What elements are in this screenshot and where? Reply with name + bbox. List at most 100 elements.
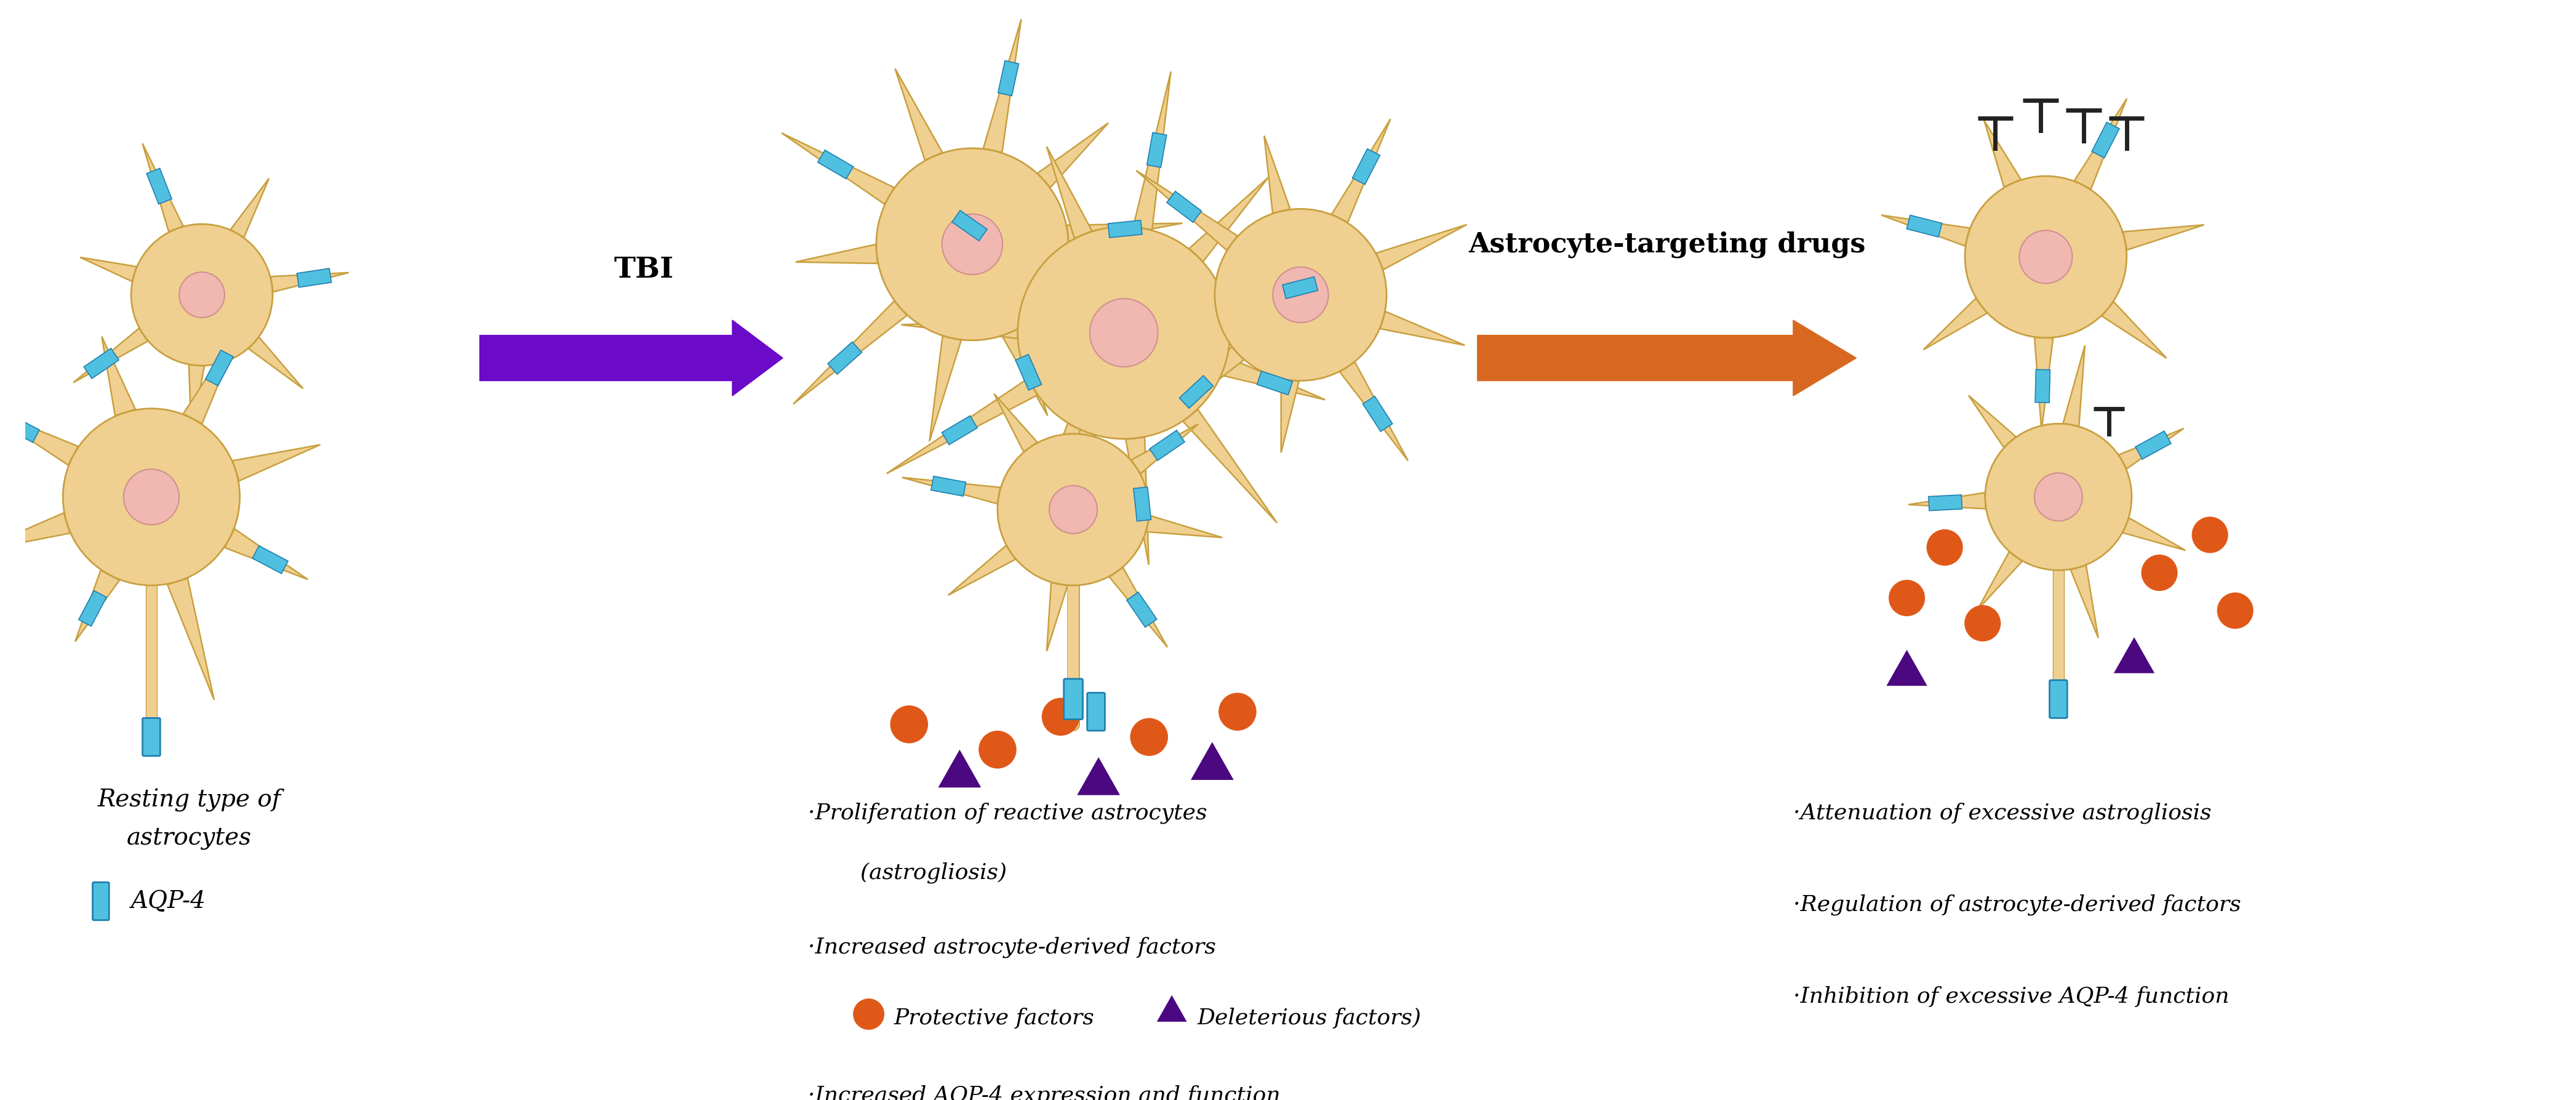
Polygon shape [167, 579, 214, 700]
Polygon shape [1126, 592, 1157, 627]
Polygon shape [100, 337, 137, 416]
Polygon shape [1180, 375, 1213, 408]
Polygon shape [1182, 409, 1278, 522]
Polygon shape [1002, 328, 1048, 416]
Polygon shape [1162, 346, 1244, 424]
Polygon shape [886, 378, 1038, 473]
Polygon shape [1363, 396, 1394, 431]
Polygon shape [1149, 430, 1185, 461]
Text: Protective factors: Protective factors [894, 1008, 1108, 1028]
Polygon shape [994, 394, 1038, 452]
Polygon shape [1190, 743, 1234, 780]
Circle shape [1273, 267, 1329, 322]
Text: astrocytes: astrocytes [126, 827, 252, 849]
Polygon shape [1133, 487, 1151, 521]
Circle shape [1965, 176, 2128, 338]
Polygon shape [224, 529, 307, 580]
Polygon shape [1929, 495, 1963, 510]
Polygon shape [2123, 518, 2184, 550]
Text: Astrocyte-targeting drugs: Astrocyte-targeting drugs [1468, 231, 1865, 257]
Circle shape [876, 148, 1069, 340]
Circle shape [124, 470, 180, 525]
FancyBboxPatch shape [93, 882, 108, 921]
Text: (astrogliosis): (astrogliosis) [845, 862, 1007, 883]
Text: ·Proliferation of reactive astrocytes: ·Proliferation of reactive astrocytes [809, 802, 1208, 824]
Polygon shape [75, 570, 118, 641]
Polygon shape [3, 415, 39, 442]
Circle shape [1888, 580, 1924, 616]
Polygon shape [2102, 301, 2166, 359]
Polygon shape [1108, 220, 1141, 238]
Polygon shape [1157, 996, 1188, 1022]
Polygon shape [2092, 122, 2120, 158]
Text: ·Inhibition of excessive AQP-4 function: ·Inhibition of excessive AQP-4 function [1793, 987, 2228, 1008]
Polygon shape [1133, 72, 1172, 230]
Polygon shape [984, 19, 1020, 153]
Circle shape [1018, 227, 1229, 439]
Polygon shape [1924, 298, 1986, 350]
Polygon shape [1376, 224, 1466, 270]
Polygon shape [206, 350, 234, 386]
Text: ·Increased astrocyte-derived factors: ·Increased astrocyte-derived factors [809, 936, 1216, 958]
Polygon shape [1030, 424, 1084, 518]
Polygon shape [1110, 568, 1167, 647]
Polygon shape [1280, 380, 1298, 452]
Polygon shape [80, 257, 137, 282]
Polygon shape [2120, 429, 2184, 469]
Circle shape [62, 408, 240, 585]
Circle shape [2218, 593, 2254, 629]
Circle shape [2192, 517, 2228, 553]
Polygon shape [270, 273, 348, 292]
Polygon shape [188, 365, 204, 436]
FancyBboxPatch shape [142, 718, 160, 756]
Polygon shape [914, 187, 1043, 280]
Circle shape [1131, 718, 1167, 756]
Polygon shape [2115, 637, 2154, 673]
Circle shape [1090, 298, 1159, 366]
Polygon shape [247, 338, 304, 388]
Polygon shape [1909, 493, 1986, 509]
Polygon shape [1968, 395, 2017, 448]
Polygon shape [997, 60, 1018, 96]
Text: ·Increased AQP-4 expression and function: ·Increased AQP-4 expression and function [809, 1086, 1280, 1100]
Circle shape [180, 272, 224, 318]
Polygon shape [1126, 437, 1149, 564]
Polygon shape [1880, 216, 1971, 246]
Polygon shape [142, 143, 183, 232]
Polygon shape [894, 68, 943, 161]
Polygon shape [1221, 358, 1324, 399]
Circle shape [1927, 529, 1963, 565]
Polygon shape [1146, 516, 1221, 538]
Polygon shape [1906, 216, 1942, 236]
Polygon shape [902, 319, 1018, 339]
Polygon shape [2063, 345, 2084, 426]
Polygon shape [827, 342, 863, 374]
Polygon shape [902, 477, 999, 504]
Polygon shape [1340, 362, 1409, 461]
Polygon shape [2035, 338, 2053, 431]
Circle shape [1986, 424, 2130, 570]
Polygon shape [2035, 370, 2050, 403]
Circle shape [1216, 209, 1386, 381]
Polygon shape [2123, 224, 2205, 250]
Circle shape [1048, 485, 1097, 534]
Polygon shape [1077, 757, 1121, 795]
Circle shape [979, 730, 1018, 769]
Polygon shape [930, 337, 961, 441]
Polygon shape [796, 244, 878, 263]
Polygon shape [1265, 135, 1291, 213]
Polygon shape [943, 416, 976, 444]
Polygon shape [1978, 552, 2022, 611]
Circle shape [131, 224, 273, 365]
Polygon shape [85, 349, 118, 378]
FancyArrow shape [1479, 320, 1857, 396]
Polygon shape [1046, 583, 1066, 651]
Polygon shape [793, 301, 907, 404]
Polygon shape [2074, 99, 2128, 189]
Polygon shape [1257, 371, 1293, 395]
Polygon shape [1984, 121, 2022, 187]
Circle shape [891, 705, 927, 744]
FancyBboxPatch shape [2050, 680, 2066, 718]
Polygon shape [1146, 133, 1167, 167]
Polygon shape [1136, 170, 1236, 250]
